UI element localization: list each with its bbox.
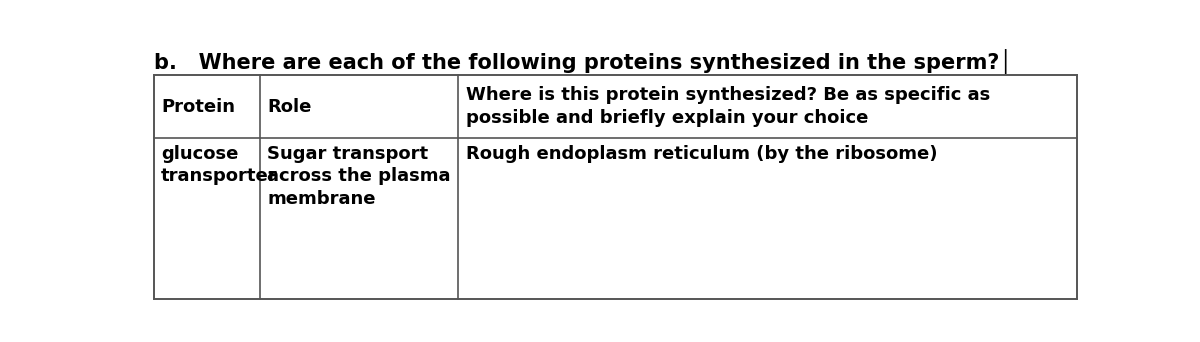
Text: Rough endoplasm reticulum (by the ribosome): Rough endoplasm reticulum (by the riboso… [466,145,937,162]
Bar [154,75,1078,299]
Text: Where is this protein synthesized? Be as specific as
possible and briefly explai: Where is this protein synthesized? Be as… [466,86,990,127]
Bar [458,138,1078,299]
Bar [260,75,458,138]
Text: Role: Role [268,97,312,116]
Bar [458,75,1078,138]
Bar [260,138,458,299]
Text: b.   Where are each of the following proteins synthesized in the sperm?│: b. Where are each of the following prote… [154,49,1012,74]
Bar [154,138,260,299]
Text: Protein: Protein [161,97,235,116]
Text: Sugar transport
across the plasma
membrane: Sugar transport across the plasma membra… [268,145,451,208]
Bar [154,75,260,138]
Text: glucose
transporter: glucose transporter [161,145,277,185]
